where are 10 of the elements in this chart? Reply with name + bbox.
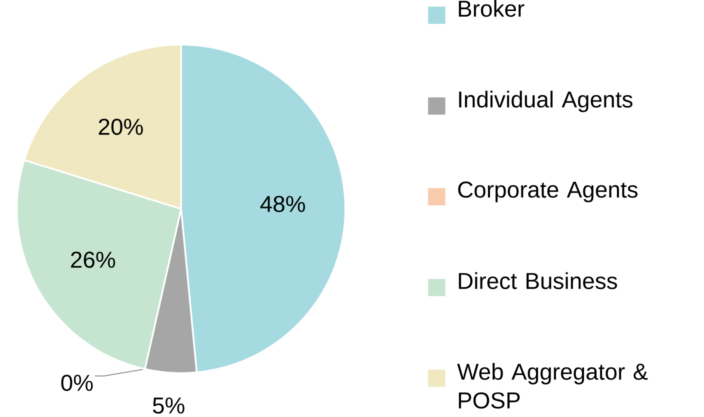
data-label: 20% [98, 118, 143, 135]
legend-label: Broker [458, 0, 524, 17]
legend-label: Direct Business [458, 272, 618, 289]
data-label: 48% [260, 196, 305, 212]
legend-label: Corporate Agents [458, 181, 638, 202]
legend-label: Web Aggregator & POSP [457, 362, 648, 408]
text: 0% [61, 374, 93, 391]
legend-label: Individual Agents [459, 90, 632, 112]
data-label: 5% [152, 397, 184, 414]
data-label: 26% [71, 251, 116, 268]
